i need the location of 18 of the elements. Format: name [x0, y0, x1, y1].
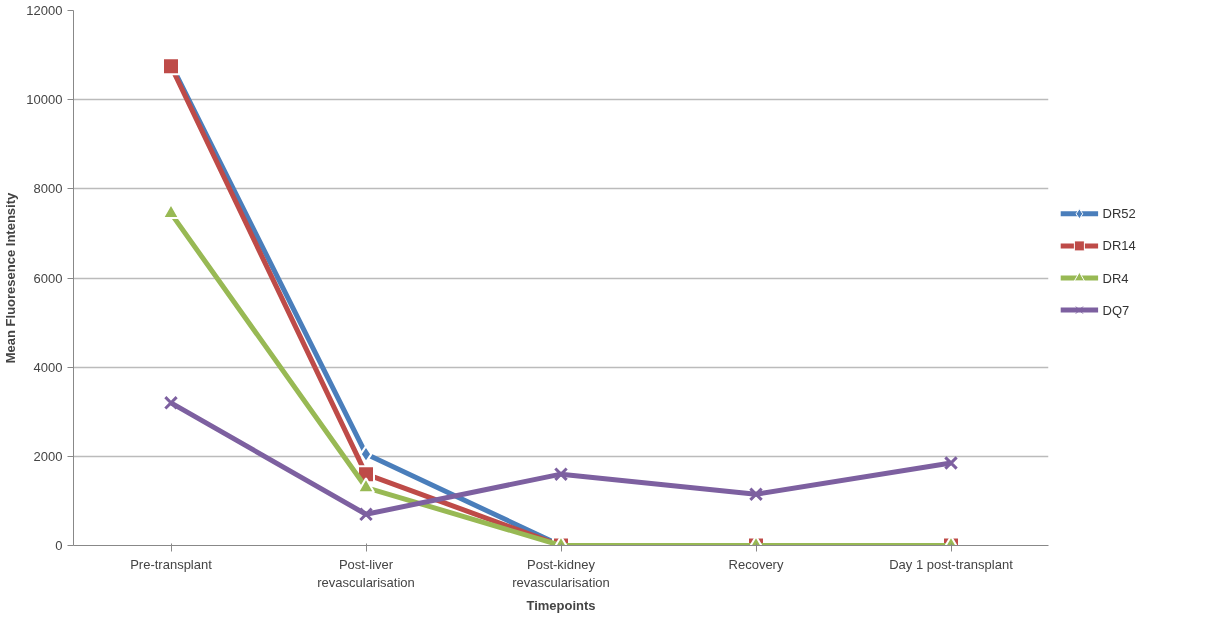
x-tick-label: Post-liver revascularisation [317, 556, 415, 590]
x-tick-label: Day 1 post-transplant [889, 556, 1014, 572]
y-tick-label: 12000 [26, 3, 63, 18]
y-axis-title: Mean Fluoresence Intensity [3, 191, 19, 364]
legend-label: DR4 [1102, 270, 1129, 286]
legend-label: DQ7 [1102, 302, 1130, 318]
y-tick-label: 6000 [33, 270, 63, 286]
legend-label: DR14 [1102, 238, 1136, 254]
y-tick-label: 10000 [26, 92, 63, 108]
legend-label: DR52 [1102, 206, 1136, 222]
x-tick-label: Post-kidney revascularisation [512, 556, 610, 590]
x-axis-title: Timepoints [526, 597, 596, 613]
y-tick-label: 2000 [33, 448, 63, 464]
x-tick-label: Recovery [728, 556, 784, 572]
y-tick-label: 0 [55, 538, 63, 553]
y-tick-label: 4000 [33, 359, 63, 375]
y-tick-label: 8000 [33, 181, 63, 197]
x-tick-label: Pre-transplant [130, 556, 213, 572]
